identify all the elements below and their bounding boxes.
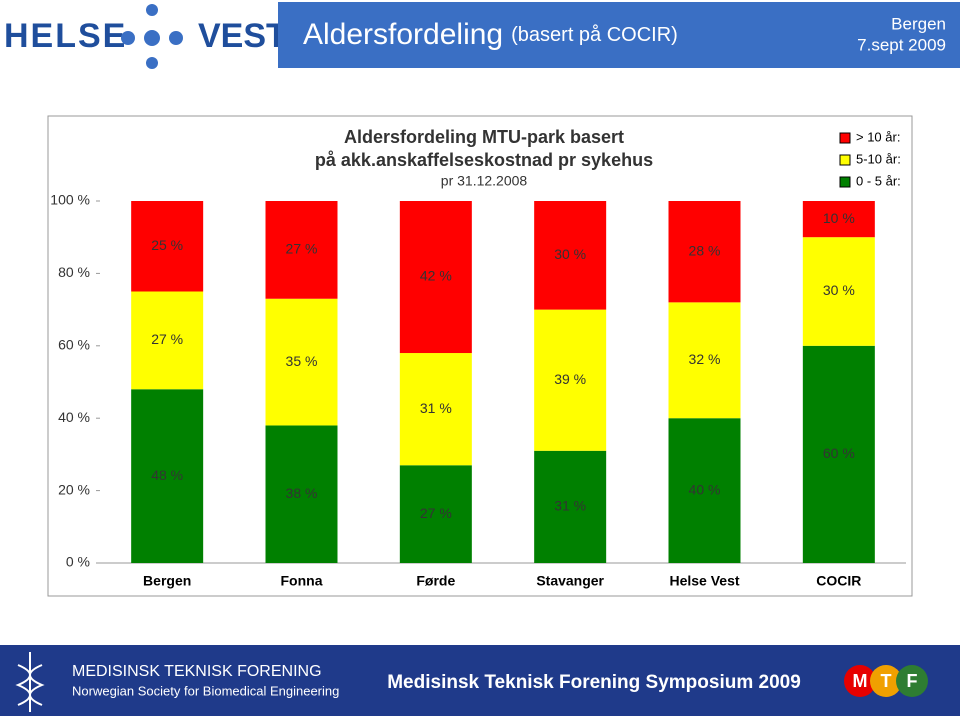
value-label: 39 % [554,371,586,387]
y-tick-label: 40 % [58,409,90,425]
bar-segment [265,201,338,299]
legend-label: 0 - 5 år: [856,173,901,188]
legend-swatch [839,176,851,188]
value-label: 10 % [823,210,855,226]
value-label: 27 % [151,331,183,347]
x-tick-label: Fonna [281,573,323,589]
bar-segment [265,425,338,563]
value-label: 31 % [554,498,586,514]
bar-segment [399,201,472,354]
footer-org-en: Norwegian Society for Biomedical Enginee… [72,683,339,698]
legend-label: 5-10 år: [856,151,901,166]
bar-segment [399,465,472,563]
chart-subtitle: pr 31.12.2008 [441,173,528,189]
y-tick-label: 100 % [50,192,90,208]
value-label: 48 % [151,467,183,483]
x-tick-label: COCIR [816,573,861,589]
footer-event: Medisinsk Teknisk Forening Symposium 200… [387,672,801,693]
x-tick-label: Stavanger [536,573,604,589]
y-tick-label: 20 % [58,481,90,497]
logo-letter: F [907,671,918,691]
bar-segment [131,201,204,292]
value-label: 27 % [286,241,318,257]
bar-segment [668,201,741,303]
x-tick-label: Førde [416,573,455,589]
bar-segment [802,345,875,563]
x-tick-label: Bergen [143,573,191,589]
mtf-logo: M T F [844,665,928,697]
y-tick-label: 0 % [66,554,90,570]
logo-left: HELSE [4,17,127,55]
bar-segment [131,291,204,390]
chart-title: på akk.anskaffelseskostnad pr sykehus [315,150,653,170]
bar-segment [265,298,338,426]
value-label: 60 % [823,445,855,461]
footer-bar [0,645,960,716]
place: Bergen [891,14,946,33]
bar-segment [534,450,607,563]
header-bar [278,2,960,68]
bar-segment [131,389,204,563]
legend-label: > 10 år: [856,129,900,144]
logo-right: VEST [198,17,287,55]
bar-segment [534,201,607,310]
title: Aldersfordeling [303,18,503,51]
value-label: 35 % [286,353,318,369]
bar-segment [399,353,472,466]
value-label: 27 % [420,505,452,521]
plot: 0 % 20 % 40 % 60 % 80 % 100 % Bergen 48 % 27 % 25… [50,129,906,589]
bar-segment [668,418,741,563]
bar-segment [802,237,875,346]
slide-title: Aldersfordeling (basert på COCIR) [303,18,678,51]
bar-segment [802,201,875,238]
value-label: 42 % [420,268,452,284]
logo-dots [121,4,183,69]
legend-swatch [839,154,851,166]
legend-swatch [839,132,851,144]
logo-letter: M [853,671,868,691]
bar-segment [534,309,607,451]
chart-title: Aldersfordeling MTU-park basert [344,127,624,147]
x-tick-label: Helse Vest [669,573,739,589]
value-label: 31 % [420,400,452,416]
value-label: 38 % [286,485,318,501]
y-tick-label: 80 % [58,264,90,280]
footer-emblem [15,652,45,712]
value-label: 28 % [689,242,721,258]
y-tick-label: 60 % [58,337,90,353]
subtitle: (basert på COCIR) [511,24,678,46]
value-label: 40 % [689,481,721,497]
value-label: 32 % [689,351,721,367]
logo-letter: T [881,671,892,691]
footer-org: MEDISINSK TEKNISK FORENING [72,663,322,680]
value-label: 30 % [823,282,855,298]
value-label: 25 % [151,237,183,253]
bar-segment [668,302,741,419]
value-label: 30 % [554,246,586,262]
date: 7.sept 2009 [857,35,946,54]
